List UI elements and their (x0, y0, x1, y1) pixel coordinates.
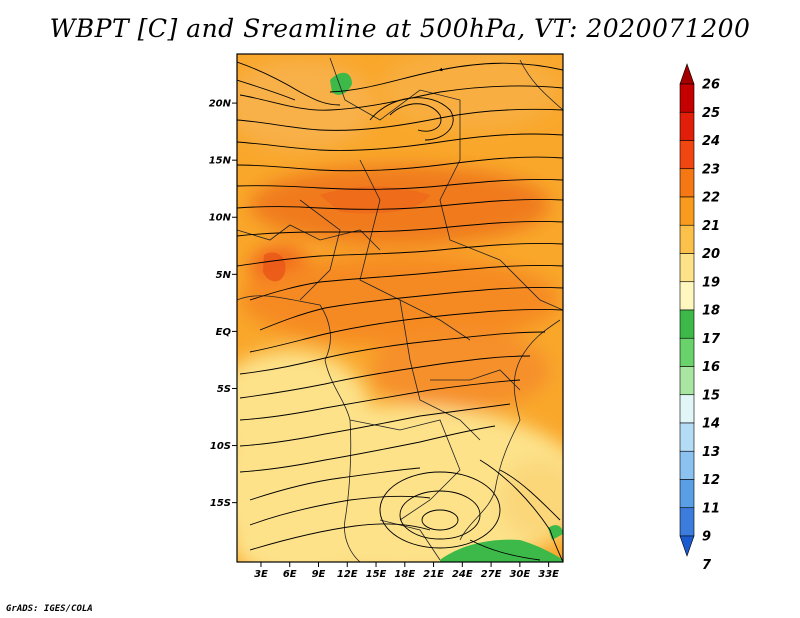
lon-tick-label: 6E (283, 569, 297, 580)
lat-tick-label: 5S (217, 384, 231, 395)
chart-title: WBPT [C] and Sreamline at 500hPa, VT: 20… (49, 14, 751, 43)
colorbar-label: 25 (702, 106, 720, 121)
colorbar-label: 16 (702, 360, 720, 375)
colorbar-swatch (679, 281, 695, 311)
lat-tick-label: 5N (216, 270, 232, 281)
colorbar-swatch (679, 83, 695, 113)
lon-tick-label: 15E (366, 569, 387, 580)
grads-credit: GrADS: IGES/COLA (6, 604, 93, 614)
colorbar-label: 17 (702, 332, 721, 347)
colorbar-swatch (679, 366, 695, 396)
colorbar-swatch (679, 337, 695, 367)
colorbar-label: 14 (702, 417, 720, 432)
colorbar-swatch (679, 394, 695, 424)
colorbar-label: 26 (702, 78, 720, 93)
colorbar-label: 9 (702, 530, 711, 545)
colorbar-swatch (679, 253, 695, 283)
lon-tick-label: 33E (538, 569, 559, 580)
cool-patch-south (440, 539, 563, 562)
lon-tick-label: 24E (452, 569, 473, 580)
lat-tick-label: 10N (209, 213, 232, 224)
colorbar-label: 7 (702, 558, 712, 573)
lat-tick-label: 15N (209, 156, 232, 167)
colorbar-swatch (679, 450, 695, 480)
longitude-axis: 3E 6E 9E 12E 15E 18E 21E 24E 27E 30E 33E (254, 562, 559, 580)
colorbar-label: 19 (702, 275, 720, 290)
colorbar-label: 20 (702, 247, 720, 262)
streamlines (237, 61, 563, 562)
map-frame (236, 53, 564, 563)
latitude-axis: 20N 15N 10N 5N EQ 5S 10S 15S (209, 99, 237, 509)
lon-tick-label: 30E (509, 569, 530, 580)
colorbar-label: 13 (702, 445, 720, 460)
colorbar: 26 25 24 23 22 21 20 19 18 17 16 15 14 13 12 11 9 7 (679, 63, 721, 573)
lon-tick-label: 9E (312, 569, 326, 580)
colorbar-swatch (679, 422, 695, 452)
colorbar-swatch (679, 196, 695, 226)
country-borders (237, 57, 563, 562)
colorbar-label: 21 (702, 219, 720, 234)
lon-tick-label: 27E (481, 569, 502, 580)
lon-tick-label: 21E (423, 569, 444, 580)
colorbar-swatch (679, 309, 695, 339)
colorbar-label: 12 (702, 473, 720, 488)
lon-tick-label: 3E (254, 569, 268, 580)
colorbar-swatch (679, 111, 695, 141)
lon-tick-label: 12E (337, 569, 358, 580)
colorbar-label: 11 (702, 501, 720, 516)
colorbar-swatch (679, 168, 695, 198)
colorbar-swatch (679, 63, 695, 85)
colorbar-label: 22 (702, 191, 720, 206)
colorbar-swatch (679, 507, 695, 537)
colorbar-swatch (679, 535, 695, 557)
cool-patch-north (330, 72, 352, 95)
colorbar-label: 15 (702, 388, 720, 403)
colorbar-swatch (679, 224, 695, 254)
lat-tick-label: 20N (209, 99, 232, 110)
lat-tick-label: 15S (210, 498, 231, 509)
colorbar-swatch (679, 479, 695, 509)
colorbar-label: 18 (702, 304, 720, 319)
lat-tick-label: EQ (216, 327, 232, 338)
colorbar-swatch (679, 140, 695, 170)
colorbar-label: 23 (702, 162, 720, 177)
wbpt-field (237, 54, 563, 562)
lon-tick-label: 18E (394, 569, 415, 580)
lat-tick-label: 10S (210, 441, 231, 452)
warm-core-north (320, 186, 430, 214)
colorbar-label: 24 (702, 134, 720, 149)
